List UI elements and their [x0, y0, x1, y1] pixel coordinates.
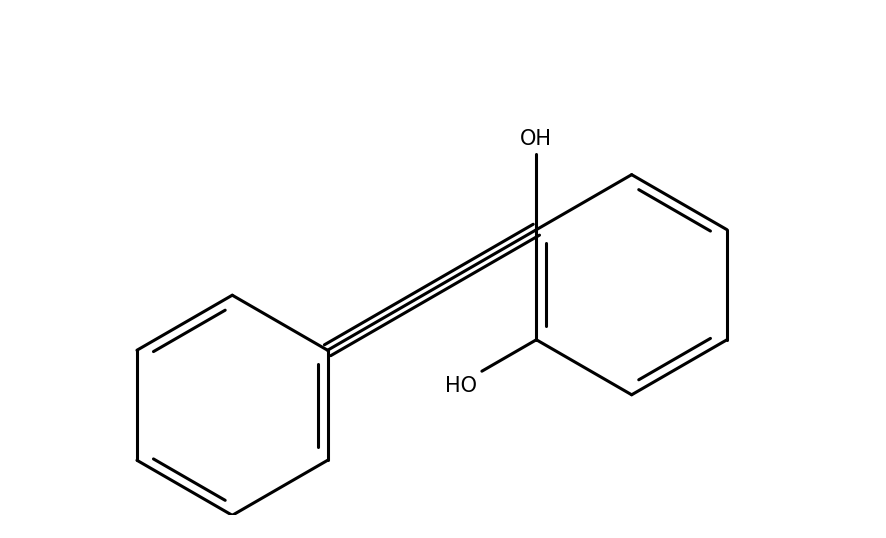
Text: HO: HO	[445, 377, 477, 397]
Text: OH: OH	[520, 129, 552, 149]
